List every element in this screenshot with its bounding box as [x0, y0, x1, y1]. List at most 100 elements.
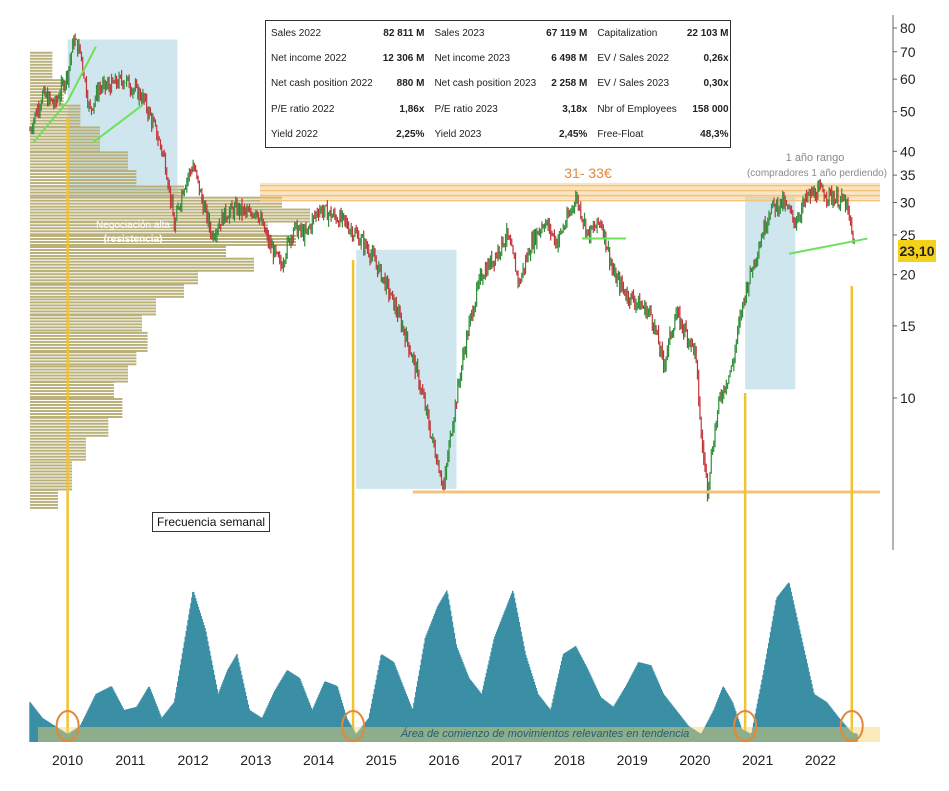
volume-profile-bar	[30, 173, 137, 176]
volume-profile-bar	[30, 245, 226, 248]
stat-label: P/E ratio 2022	[271, 103, 335, 115]
volume-profile-bar	[30, 170, 137, 173]
volume-profile-bar	[30, 357, 137, 360]
volume-profile-bar	[30, 413, 123, 415]
volume-profile-bar	[30, 473, 72, 476]
volume-profile-bar	[30, 214, 310, 217]
volume-profile-bar	[30, 54, 53, 57]
signal-circles	[55, 710, 864, 742]
volume-profile-bar	[30, 491, 58, 494]
volume-profile-bar	[30, 479, 72, 482]
trend-area-label: Área de comienzo de movimientos relevant…	[400, 728, 690, 740]
volume-profile-bar	[30, 182, 137, 185]
volume-profile-bar	[30, 317, 142, 320]
volume-profile-bar	[30, 138, 100, 141]
volume-profile	[30, 51, 310, 509]
volume-profile-bar	[30, 360, 137, 363]
volume-profile-bar	[30, 82, 64, 85]
one-year-range-title: 1 año rango	[785, 152, 845, 164]
volume-profile-bar	[30, 234, 296, 237]
volume-profile-bar	[30, 419, 109, 422]
stats-row: Net income 2022 12 306 M Net income 2023 6 …	[266, 46, 734, 71]
frequency-label: Frecuencia semanal	[152, 512, 271, 532]
volume-profile-bar	[30, 331, 148, 334]
volume-profile-bar	[30, 381, 114, 384]
volume-profile-bar	[30, 398, 123, 400]
volume-profile-bar	[30, 354, 137, 357]
signal-circle	[839, 710, 864, 742]
stat-value: 3,18x	[562, 103, 588, 115]
volume-profile-bar	[30, 243, 296, 246]
volume-profile-bar	[30, 407, 123, 409]
x-tick-label: 2022	[805, 752, 836, 768]
volume-profile-bar	[30, 320, 142, 323]
volume-profile-bar	[30, 224, 268, 227]
x-tick-label: 2019	[617, 752, 648, 768]
volume-profile-bar	[30, 343, 148, 346]
volume-profile-bar	[30, 188, 184, 191]
resistance-band	[260, 182, 880, 202]
volume-profile-bar	[30, 482, 72, 485]
stat-value: 48,3%	[700, 128, 729, 140]
volume-profile-bar	[30, 166, 128, 169]
volume-profile-bar	[30, 488, 58, 491]
volume-profile-bar	[30, 135, 100, 138]
volume-profile-bar	[30, 163, 128, 166]
volume-profile-bar	[30, 371, 128, 374]
volume-profile-bar	[30, 467, 72, 470]
volume-profile-bar	[30, 298, 156, 301]
stat-value: 1,86x	[399, 103, 425, 115]
y-tick-label: 60	[900, 71, 916, 87]
volume-profile-bar	[30, 205, 282, 208]
trend-line	[788, 237, 868, 255]
volume-profile-bar	[30, 393, 114, 396]
x-tick-label: 2012	[178, 752, 209, 768]
volume-profile-bar	[30, 100, 64, 103]
stat-label: Sales 2023	[434, 28, 485, 40]
stat-value: 2,25%	[396, 128, 425, 140]
stat-value: 0,30x	[703, 78, 729, 90]
x-tick-label: 2015	[366, 752, 397, 768]
volume-profile-bar	[30, 292, 184, 295]
signal-circle	[733, 710, 758, 742]
volume-profile-bar	[30, 289, 184, 292]
y-tick-label: 80	[900, 20, 916, 36]
stat-label: EV / Sales 2023	[597, 78, 670, 90]
volume-profile-bar	[30, 282, 198, 285]
stat-value: 6 498 M	[551, 53, 588, 65]
y-tick-label: 70	[900, 44, 916, 60]
x-tick-label: 2020	[679, 752, 710, 768]
volume-profile-bar	[30, 377, 128, 380]
volume-profile-bar	[30, 57, 53, 60]
y-tick-label: 25	[900, 227, 916, 243]
volume-profile-bar	[30, 151, 128, 154]
y-tick-label: 30	[900, 195, 916, 211]
volume-profile-bar	[30, 185, 184, 188]
volume-profile-bar	[30, 157, 128, 160]
volume-profile-bar	[30, 51, 53, 54]
trend-lines	[32, 46, 868, 255]
volume-profile-bar	[30, 497, 58, 500]
y-tick-label: 10	[900, 390, 916, 406]
highlight-zones	[67, 39, 796, 489]
stat-label: Net cash position 2022	[271, 78, 373, 90]
volume-profile-bar	[30, 179, 137, 182]
x-axis: 2010 2011 2012 2013 2014 2015 2016 2017 2018 2019…	[52, 752, 836, 768]
volume-profile-bar	[30, 191, 184, 194]
y-tick-label: 35	[900, 167, 916, 183]
volume-profile-bar	[30, 283, 184, 286]
volume-profile-bar	[30, 110, 81, 113]
stat-value: 880 M	[396, 78, 425, 90]
stat-label: Net cash position 2023	[434, 78, 537, 90]
volume-profile-bar	[30, 452, 86, 455]
highlight-zone	[745, 196, 796, 390]
trend-line	[66, 46, 97, 102]
stat-label: EV / Sales 2022	[597, 53, 670, 65]
volume-profile-bar	[30, 304, 156, 307]
volume-profile-bar	[30, 416, 109, 419]
volume-profile-bar	[30, 79, 64, 82]
volume-profile-bar	[30, 107, 81, 110]
frequency-oscillator	[29, 582, 880, 742]
volume-profile-bar	[30, 503, 58, 506]
volume-profile-bar	[30, 346, 148, 349]
